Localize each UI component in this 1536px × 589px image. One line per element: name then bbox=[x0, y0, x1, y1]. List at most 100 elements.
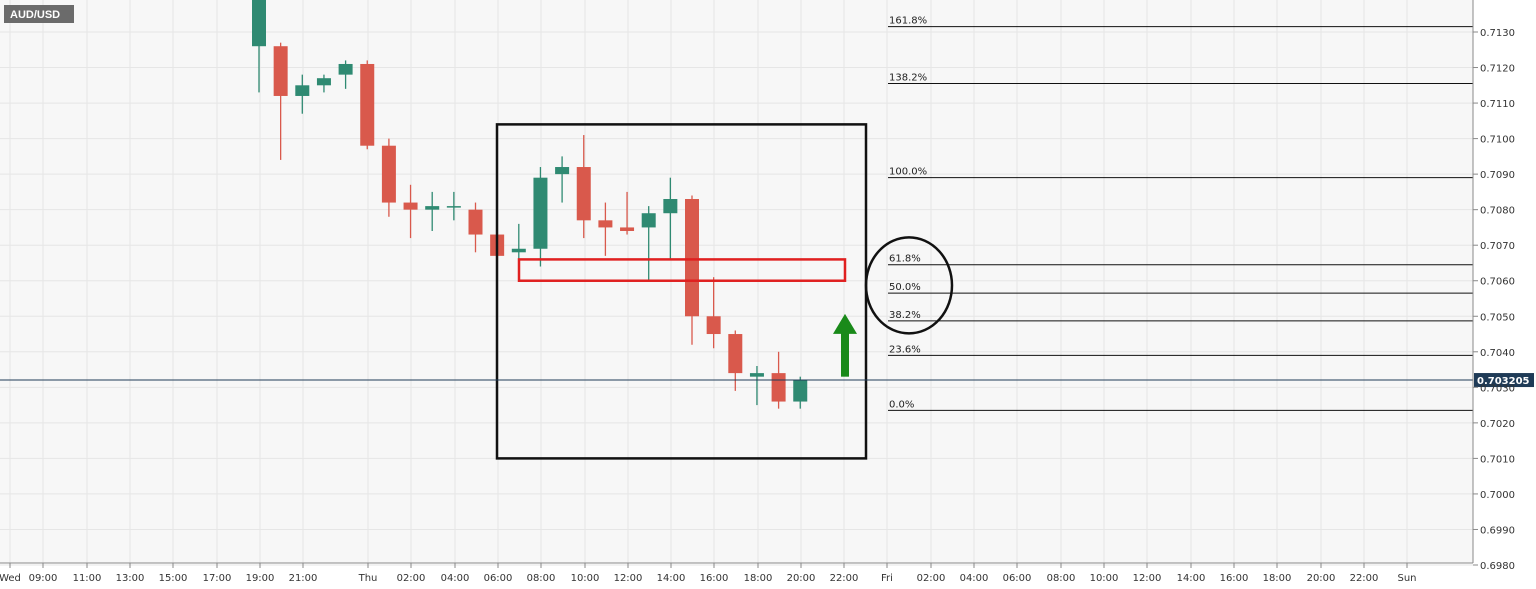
bear-candle[interactable] bbox=[360, 60, 375, 150]
bear-candle[interactable] bbox=[403, 184, 418, 239]
x-tick-label: 12:00 bbox=[614, 573, 643, 584]
bull-candle[interactable] bbox=[533, 167, 548, 267]
bear-candle[interactable] bbox=[273, 42, 288, 160]
x-tick-label: 04:00 bbox=[960, 573, 989, 584]
x-tick-label: 10:00 bbox=[571, 573, 600, 584]
y-tick-label: 0.7030 bbox=[1480, 383, 1515, 394]
y-axis: 0.7130 0.7120 0.7110 0.7100 0.7090 0.7080 0.70… bbox=[1472, 0, 1515, 572]
x-tick-label: 21:00 bbox=[289, 573, 318, 584]
x-tick-label: 20:00 bbox=[1307, 573, 1336, 584]
candle-body bbox=[749, 373, 764, 377]
bull-candle[interactable] bbox=[425, 191, 440, 231]
x-tick-label: 15:00 bbox=[159, 573, 188, 584]
symbol-badge[interactable]: AUD/USD bbox=[4, 5, 74, 23]
bear-candle[interactable] bbox=[468, 202, 483, 253]
fibonacci-levels[interactable]: 161.8% 138.2% 100.0% 61.8% 50.0% 38.2% 23.6% 0.… bbox=[888, 16, 1473, 411]
y-tick-label: 0.7070 bbox=[1480, 241, 1515, 252]
y-tick-label: 0.7040 bbox=[1480, 348, 1515, 359]
x-tick-label: 18:00 bbox=[1263, 573, 1292, 584]
up-arrow[interactable] bbox=[833, 313, 857, 377]
fib-level-label: 23.6% bbox=[889, 344, 921, 355]
annotations[interactable] bbox=[495, 123, 954, 460]
candle-body bbox=[576, 167, 591, 221]
fib-level-label: 50.0% bbox=[889, 282, 921, 293]
bear-candle[interactable] bbox=[728, 330, 743, 391]
x-tick-label: 16:00 bbox=[1220, 573, 1249, 584]
x-tick-label: 14:00 bbox=[657, 573, 686, 584]
current-price-line: 0.703205 bbox=[0, 373, 1534, 388]
bear-candle[interactable] bbox=[620, 191, 635, 235]
x-tick-label: 17:00 bbox=[203, 573, 232, 584]
fib-level-label: 0.0% bbox=[889, 399, 914, 410]
candle-body bbox=[295, 85, 310, 96]
fib-level-label: 61.8% bbox=[889, 254, 921, 265]
bull-candle[interactable] bbox=[793, 376, 808, 409]
bull-candle[interactable] bbox=[295, 74, 310, 114]
bull-candle[interactable] bbox=[749, 366, 764, 406]
y-tick-label: 0.7020 bbox=[1480, 419, 1515, 430]
x-tick-label: Sun bbox=[1397, 573, 1416, 584]
x-tick-label: 22:00 bbox=[830, 573, 859, 584]
y-tick-label: 0.7090 bbox=[1480, 170, 1515, 181]
current-price-badge: 0.703205 bbox=[1474, 373, 1534, 388]
y-tick-label: 0.7110 bbox=[1480, 99, 1515, 110]
bear-candle[interactable] bbox=[576, 135, 591, 239]
candle-body bbox=[273, 46, 288, 96]
x-tick-label: 09:00 bbox=[29, 573, 58, 584]
bull-candle[interactable] bbox=[446, 191, 461, 221]
x-tick-label: 08:00 bbox=[1047, 573, 1076, 584]
x-tick-label: 14:00 bbox=[1177, 573, 1206, 584]
candle-body bbox=[641, 213, 656, 228]
arrow-head bbox=[833, 313, 857, 334]
candle-body bbox=[511, 248, 526, 253]
symbol-label: AUD/USD bbox=[10, 9, 60, 21]
x-tick-label: 12:00 bbox=[1133, 573, 1162, 584]
y-tick-label: 0.7100 bbox=[1480, 135, 1515, 146]
fib-level-label: 100.0% bbox=[889, 167, 927, 178]
candle-body bbox=[338, 63, 353, 75]
candle-body bbox=[533, 177, 548, 249]
candle-body bbox=[793, 380, 808, 402]
y-tick-label: 0.7010 bbox=[1480, 454, 1515, 465]
bull-candle[interactable] bbox=[316, 74, 331, 93]
bull-candle[interactable] bbox=[511, 223, 526, 263]
y-tick-label: 0.6980 bbox=[1480, 561, 1515, 572]
price-badge-label: 0.703205 bbox=[1477, 376, 1530, 387]
bull-candle[interactable] bbox=[338, 60, 353, 89]
bear-candle[interactable] bbox=[598, 202, 613, 256]
candle-body bbox=[360, 63, 375, 146]
x-tick-label: 20:00 bbox=[787, 573, 816, 584]
x-tick-label: 19:00 bbox=[246, 573, 275, 584]
y-tick-label: 0.7130 bbox=[1480, 28, 1515, 39]
candle-body bbox=[663, 199, 678, 214]
candle-body bbox=[685, 199, 699, 317]
candles[interactable] bbox=[252, 0, 808, 409]
bull-candle[interactable] bbox=[252, 0, 266, 93]
price-badge-bg bbox=[1474, 373, 1534, 388]
fib-level-label: 38.2% bbox=[889, 310, 921, 321]
candle-body bbox=[425, 206, 440, 210]
candle-body bbox=[252, 0, 266, 47]
resistance-zone[interactable] bbox=[517, 258, 847, 282]
y-tick-label: 0.7120 bbox=[1480, 64, 1515, 75]
bear-candle[interactable] bbox=[381, 138, 396, 217]
bull-candle[interactable] bbox=[663, 177, 678, 260]
fib-cluster-circle[interactable] bbox=[864, 236, 954, 335]
bear-candle[interactable] bbox=[706, 277, 721, 349]
bull-candle[interactable] bbox=[641, 206, 656, 281]
bear-candle[interactable] bbox=[685, 195, 699, 345]
x-tick-label: 04:00 bbox=[441, 573, 470, 584]
x-axis: Wed 09:00 11:00 13:00 15:00 17:00 19:00 21:00 Th… bbox=[0, 562, 1473, 584]
bull-candle[interactable] bbox=[555, 156, 570, 203]
candle-body bbox=[316, 78, 331, 86]
x-tick-label: 22:00 bbox=[1350, 573, 1379, 584]
x-tick-label: 11:00 bbox=[73, 573, 102, 584]
candle-body bbox=[728, 334, 743, 374]
x-tick-label: 16:00 bbox=[700, 573, 729, 584]
y-tick-label: 0.7050 bbox=[1480, 312, 1515, 323]
candle-body bbox=[706, 316, 721, 335]
x-tick-label: 06:00 bbox=[484, 573, 513, 584]
x-tick-label: 10:00 bbox=[1090, 573, 1119, 584]
